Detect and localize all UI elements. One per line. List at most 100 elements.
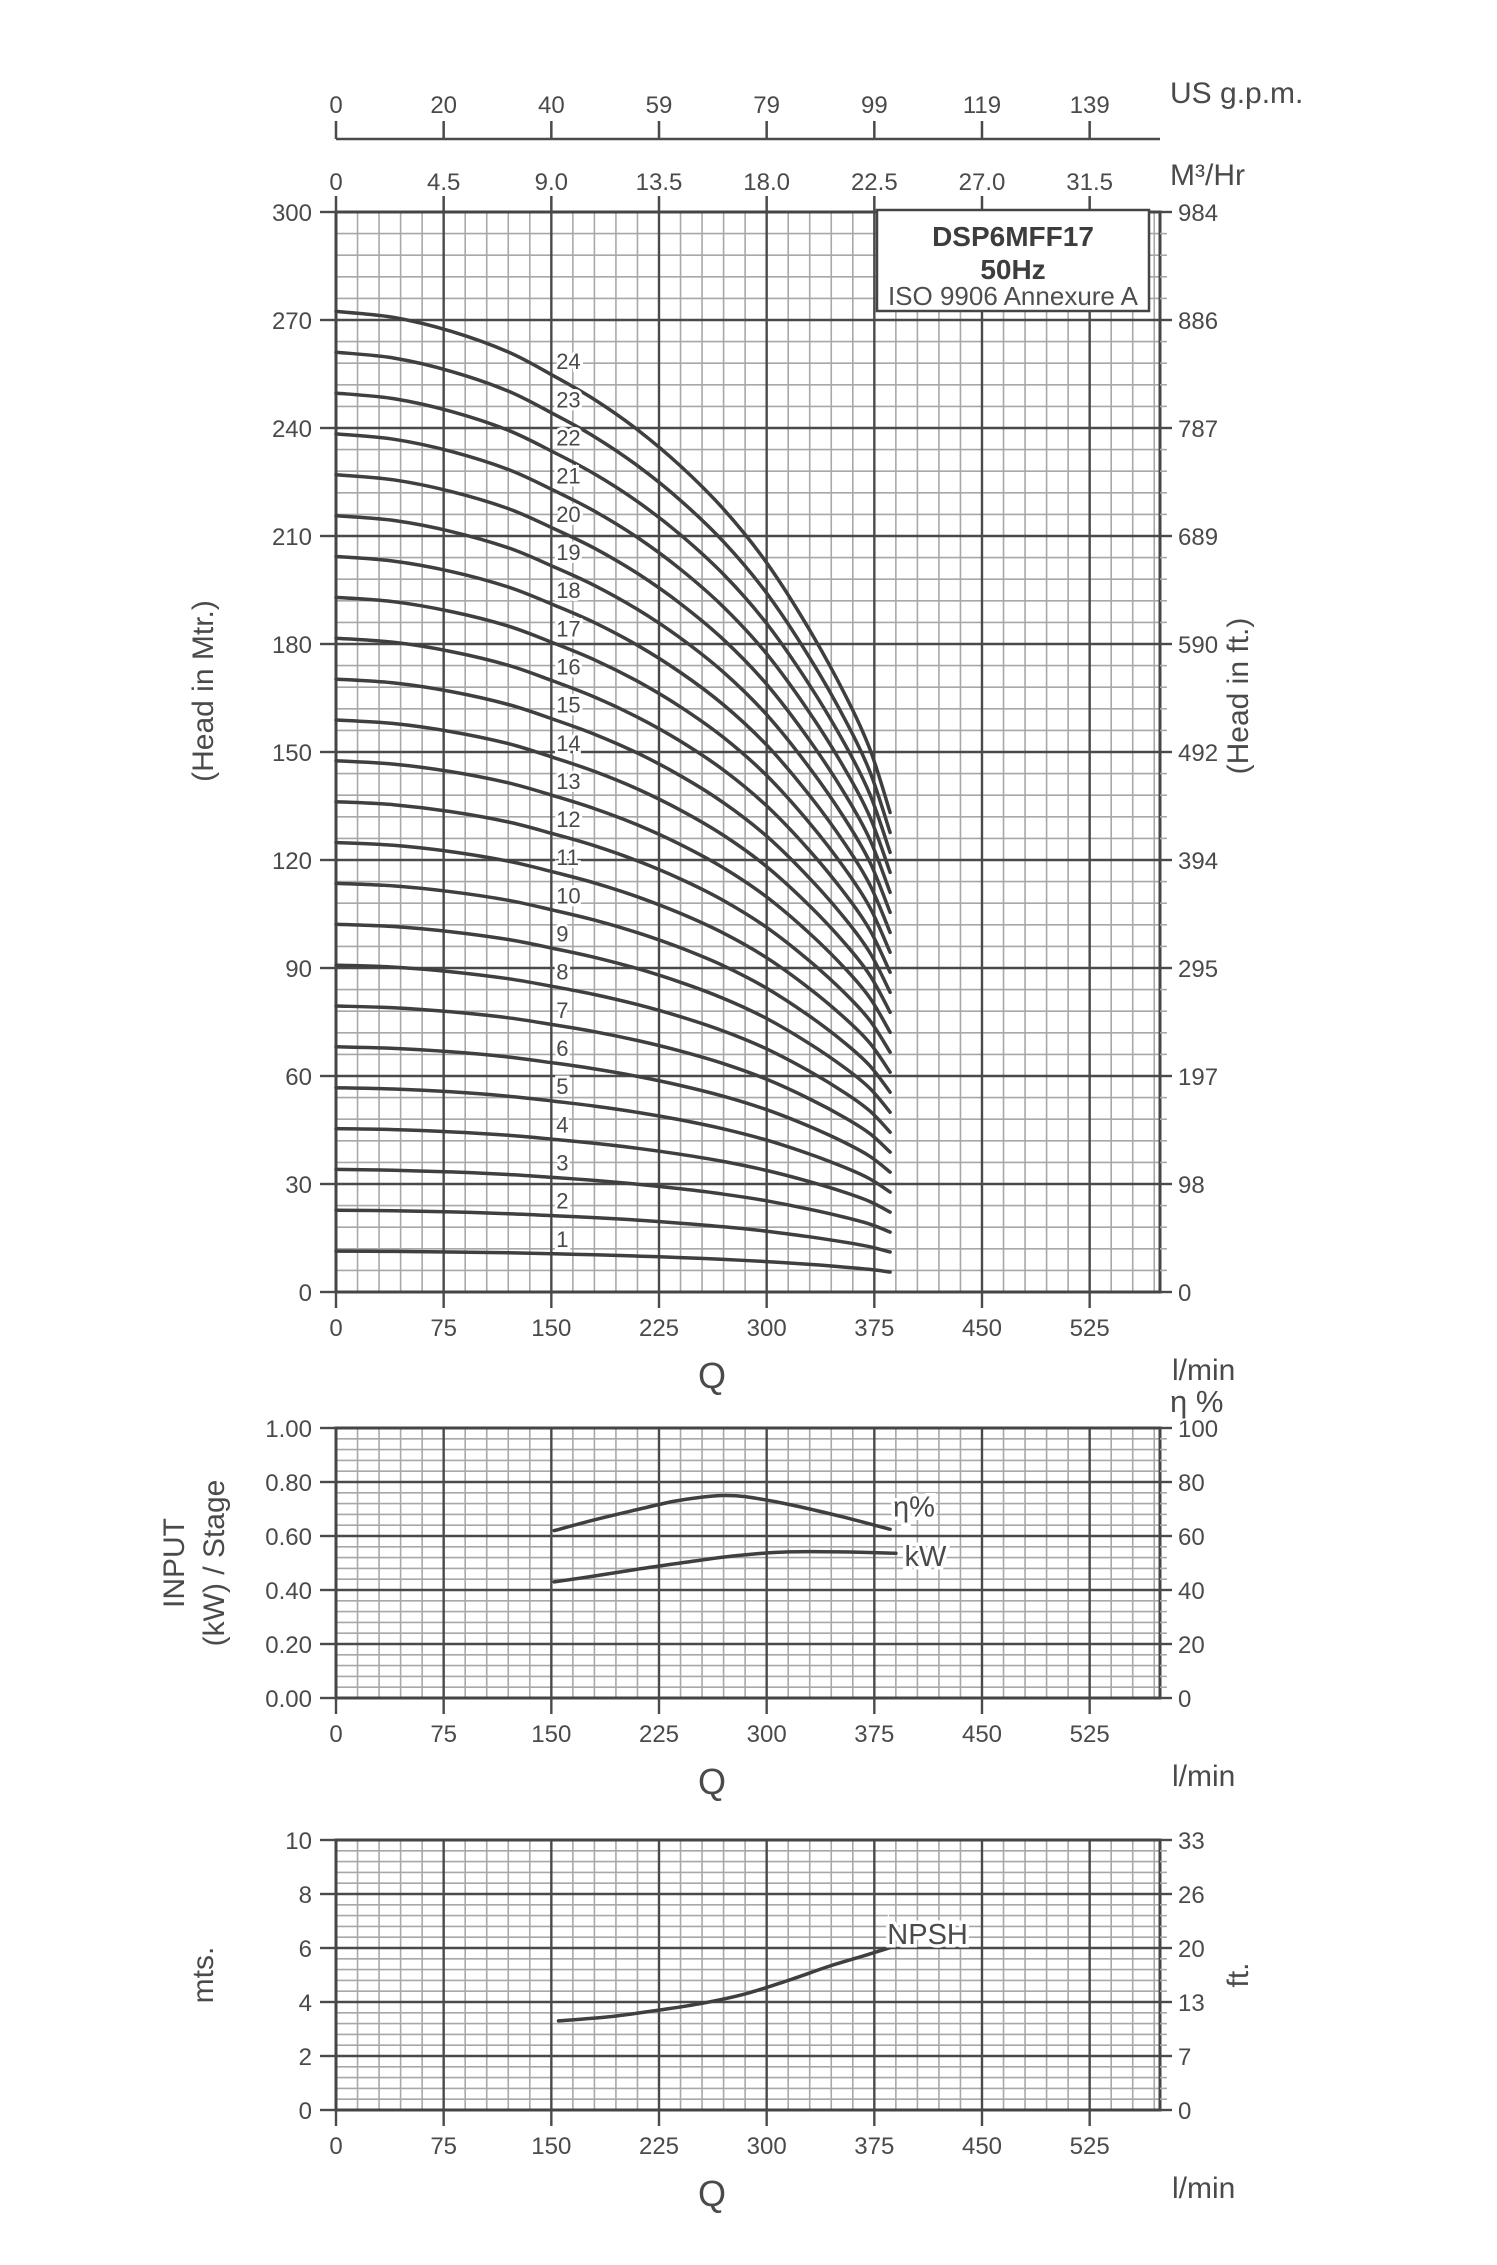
- y-left-tick-label: 0.00: [265, 1686, 312, 1713]
- head-curve-stage-14: [334, 718, 892, 1015]
- usgpm-tick-label: 59: [646, 92, 673, 119]
- x-tick-label: 375: [854, 1315, 894, 1342]
- plot-border: [334, 1426, 1162, 1700]
- x-tick-label: 225: [639, 1721, 679, 1748]
- x-tick-label: 75: [430, 1315, 457, 1342]
- stage-label: 17: [556, 616, 580, 641]
- x-tick-label: 0: [329, 2133, 342, 2160]
- stage-label: 18: [556, 578, 580, 603]
- stage-label: 12: [556, 807, 580, 832]
- lmin-label-npsh: l/min: [1172, 2172, 1235, 2205]
- y-left-tick-label: 0.60: [265, 1524, 312, 1551]
- input-efficiency-chart: 0.00 0.20 0.40 0.60 0.80 1.00 0 20 40 60 80 100 0 75 1…: [265, 1416, 1218, 1748]
- y-left-tick-label: 60: [285, 1064, 312, 1091]
- head-curve-stage-8: [334, 963, 892, 1134]
- y-left-tick-label: 180: [272, 632, 312, 659]
- npsh-annotations: NPSH: [884, 1915, 972, 1954]
- y-left-tick-label: 0.20: [265, 1632, 312, 1659]
- input-curves: [552, 1493, 898, 1584]
- x-tick-label: 225: [639, 1315, 679, 1342]
- stage-label: 4: [556, 1112, 568, 1137]
- y-right-tick-label: 0: [1178, 2098, 1191, 2125]
- y-left-tick-label: 300: [272, 200, 312, 227]
- q-label-input: Q: [698, 1761, 726, 1802]
- head-curve-stage-1: [334, 1249, 892, 1274]
- stage-label: 22: [556, 425, 580, 450]
- y-left-tick-label: 30: [285, 1172, 312, 1199]
- x-tick-label: 150: [531, 1721, 571, 1748]
- y-right-tick-label: 0: [1178, 1686, 1191, 1713]
- y-left-tick-label: 120: [272, 848, 312, 875]
- pump-standard: ISO 9906 Annexure A: [888, 281, 1139, 311]
- usgpm-unit-label: US g.p.m.: [1170, 77, 1303, 110]
- stage-label: 20: [556, 502, 580, 527]
- y-left-tick-label: 8: [299, 1882, 312, 1909]
- head-curve-stage-17: [334, 595, 892, 955]
- lmin-label-input: l/min: [1172, 1760, 1235, 1793]
- stage-label: 19: [556, 540, 580, 565]
- q-label-head: Q: [698, 1355, 726, 1396]
- x-tick-label: 525: [1070, 2133, 1110, 2160]
- x-tick-label: 300: [747, 2133, 787, 2160]
- usgpm-tick-label: 0: [329, 92, 342, 119]
- head-curve-stage-16: [334, 636, 892, 975]
- head-curve-stage-10: [334, 881, 892, 1094]
- y-right-tick-label: 492: [1178, 740, 1218, 767]
- y-left-tick-label: 0: [299, 2098, 312, 2125]
- y-left-tick-label: 0.40: [265, 1578, 312, 1605]
- x-tick-label: 0: [329, 1315, 342, 1342]
- y-left-tick-label: 150: [272, 740, 312, 767]
- stage-label: 13: [556, 769, 580, 794]
- head-curve-stage-20: [334, 473, 892, 895]
- q-label-npsh: Q: [698, 2173, 726, 2214]
- head-chart: 0306090120150180210240270300098197295394…: [272, 92, 1218, 1342]
- input-annotations: η% kW: [889, 1488, 950, 1577]
- npsh-curve: [556, 1944, 895, 2023]
- efficiency-curve: [552, 1493, 892, 1533]
- head-curve-stage-24: [334, 309, 892, 815]
- head-curve-stage-5: [334, 1085, 892, 1194]
- x-tick-label: 450: [962, 1721, 1002, 1748]
- head-curve-stage-19: [334, 513, 892, 915]
- x-tick-label: 300: [747, 1721, 787, 1748]
- x-tick-label: 0: [329, 1721, 342, 1748]
- head-curve-stage-22: [334, 391, 892, 855]
- m3hr-tick-label: 9.0: [535, 169, 568, 196]
- kw-curve: [552, 1549, 898, 1584]
- eta-curve-label: η%: [893, 1491, 935, 1523]
- m3hr-tick-label: 4.5: [427, 169, 460, 196]
- stage-label: 9: [556, 922, 568, 947]
- y-right-tick-label: 0: [1178, 1280, 1191, 1307]
- kw-curve-label: kW: [904, 1541, 947, 1573]
- y-left-tick-label: 0: [299, 1280, 312, 1307]
- x-tick-label: 450: [962, 2133, 1002, 2160]
- input-axis-title-line2: (kW) / Stage: [198, 1480, 231, 1647]
- x-tick-label: 525: [1070, 1315, 1110, 1342]
- head-curve-stage-4: [334, 1126, 892, 1214]
- npsh-chart: 0 2 4 6 8 10 0 7 13 20 26 33 0 75 150 225 300 375 450 525 NP…: [285, 1828, 1204, 2160]
- head-curve-stage-9: [334, 922, 892, 1114]
- title-box: DSP6MFF17 50Hz ISO 9906 Annexure A: [875, 208, 1151, 313]
- title-box-frame: [875, 208, 1151, 313]
- x-tick-label: 75: [430, 1721, 457, 1748]
- stage-label: 2: [556, 1189, 568, 1214]
- head-curve-stage-3: [334, 1167, 892, 1234]
- head-curve-stage-7: [334, 1004, 892, 1154]
- input-axis-title-line1: INPUT: [158, 1518, 191, 1608]
- stage-label: 10: [556, 883, 580, 908]
- npsh-grid: [334, 1838, 1162, 2112]
- y-right-tick-label: 886: [1178, 308, 1218, 335]
- y-right-tick-label: 984: [1178, 200, 1218, 227]
- stage-label: 24: [556, 349, 580, 374]
- input-axes: 0.00 0.20 0.40 0.60 0.80 1.00 0 20 40 60 80 100 0 75 1…: [265, 1416, 1218, 1748]
- input-grid: [334, 1426, 1162, 1700]
- stage-label: 21: [556, 464, 580, 489]
- usgpm-tick-label: 99: [861, 92, 888, 119]
- m3hr-axis: 0 4.5 9.0 13.5 18.0 22.5 27.0 31.5: [329, 169, 1113, 212]
- y-right-tick-label: 26: [1178, 1882, 1205, 1909]
- head-curve-stage-6: [334, 1045, 892, 1174]
- usgpm-axis: 0 20 40 59 79 99 119 139: [329, 92, 1160, 141]
- npsh-curves: [556, 1944, 895, 2023]
- eta-percent-header: η %: [1170, 1384, 1223, 1419]
- y-left-tick-label: 2: [299, 2044, 312, 2071]
